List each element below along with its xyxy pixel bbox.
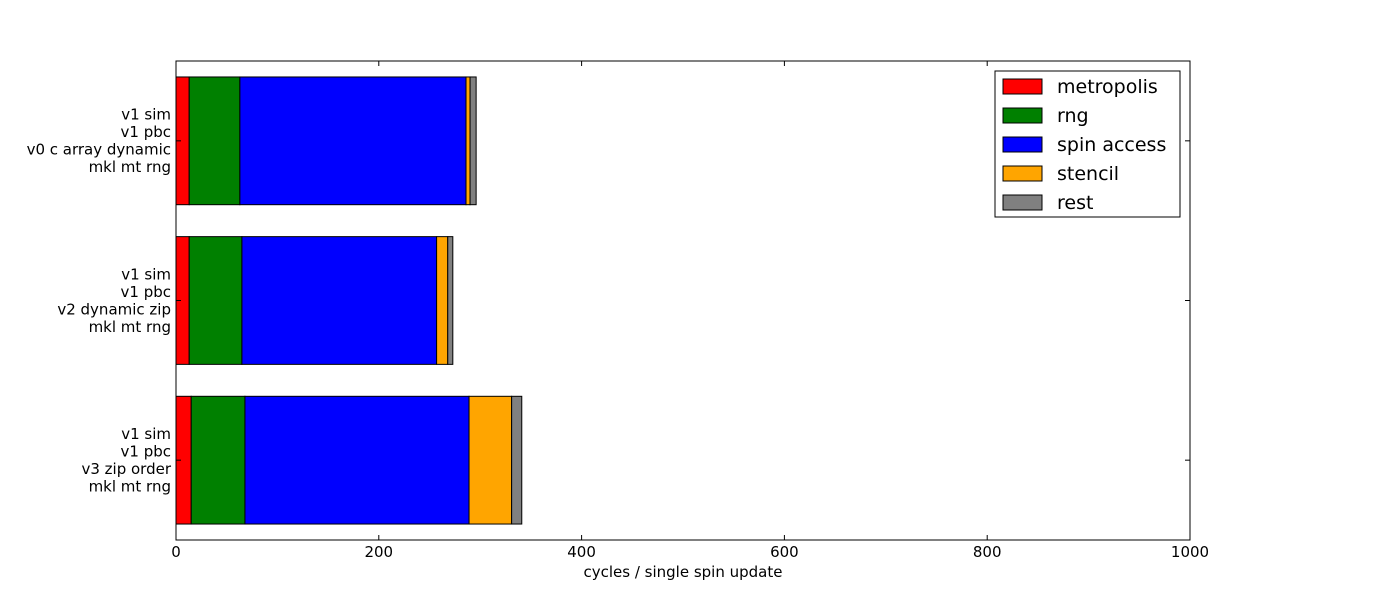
- y-tick-label: mkl mt rng: [89, 158, 171, 176]
- y-tick-label: v1 sim: [121, 265, 171, 283]
- legend-swatch-rng: [1002, 107, 1043, 124]
- legend-label: stencil: [1057, 163, 1119, 185]
- y-tick-label: v1 pbc: [121, 283, 171, 301]
- y-tick-label: v0 c array dynamic: [27, 141, 171, 159]
- legend-swatch-rest: [1002, 194, 1043, 211]
- bar-segment-rest: [511, 395, 523, 525]
- legend: metropolis rng spin access stencil rest: [994, 70, 1181, 218]
- x-tick-label: 600: [770, 543, 799, 561]
- bar-segment-rest: [469, 76, 477, 206]
- x-tick-label: 800: [973, 543, 1002, 561]
- legend-swatch-metropolis: [1002, 78, 1043, 95]
- legend-label: rest: [1057, 192, 1093, 214]
- bar-segment-rest: [447, 236, 454, 365]
- bar-segment-rng: [188, 76, 241, 206]
- y-tick-label: v1 pbc: [121, 442, 171, 460]
- bar-segment-rng: [188, 236, 243, 365]
- y-tick-label: v1 sim: [121, 425, 171, 443]
- y-tick-label: mkl mt rng: [89, 318, 171, 336]
- legend-label: rng: [1057, 105, 1089, 127]
- bar-segment-spin-access: [241, 236, 438, 365]
- bars-layer: [175, 76, 523, 525]
- y-tick-label: v2 dynamic zip: [57, 300, 171, 318]
- x-tick-label: 1000: [1171, 543, 1209, 561]
- y-tick-label: v1 pbc: [121, 123, 171, 141]
- bar-segment-spin-access: [244, 395, 470, 525]
- legend-label: spin access: [1057, 134, 1166, 156]
- bar-segment-spin-access: [239, 76, 467, 206]
- bar-segment-stencil: [436, 236, 449, 365]
- y-tick-label: mkl mt rng: [89, 477, 171, 495]
- legend-label: metropolis: [1057, 76, 1158, 98]
- x-tick-label: 400: [567, 543, 596, 561]
- x-axis-label: cycles / single spin update: [584, 563, 783, 581]
- x-tick-label: 0: [171, 543, 181, 561]
- legend-swatch-spin-access: [1002, 136, 1043, 153]
- y-tick-label: v3 zip order: [81, 460, 171, 478]
- bar-segment-stencil: [468, 395, 513, 525]
- bar-segment-rng: [190, 395, 246, 525]
- legend-swatch-stencil: [1002, 165, 1043, 182]
- y-tick-label: v1 sim: [121, 106, 171, 124]
- x-tick-label: 200: [364, 543, 393, 561]
- bar-segment-stencil: [465, 76, 471, 206]
